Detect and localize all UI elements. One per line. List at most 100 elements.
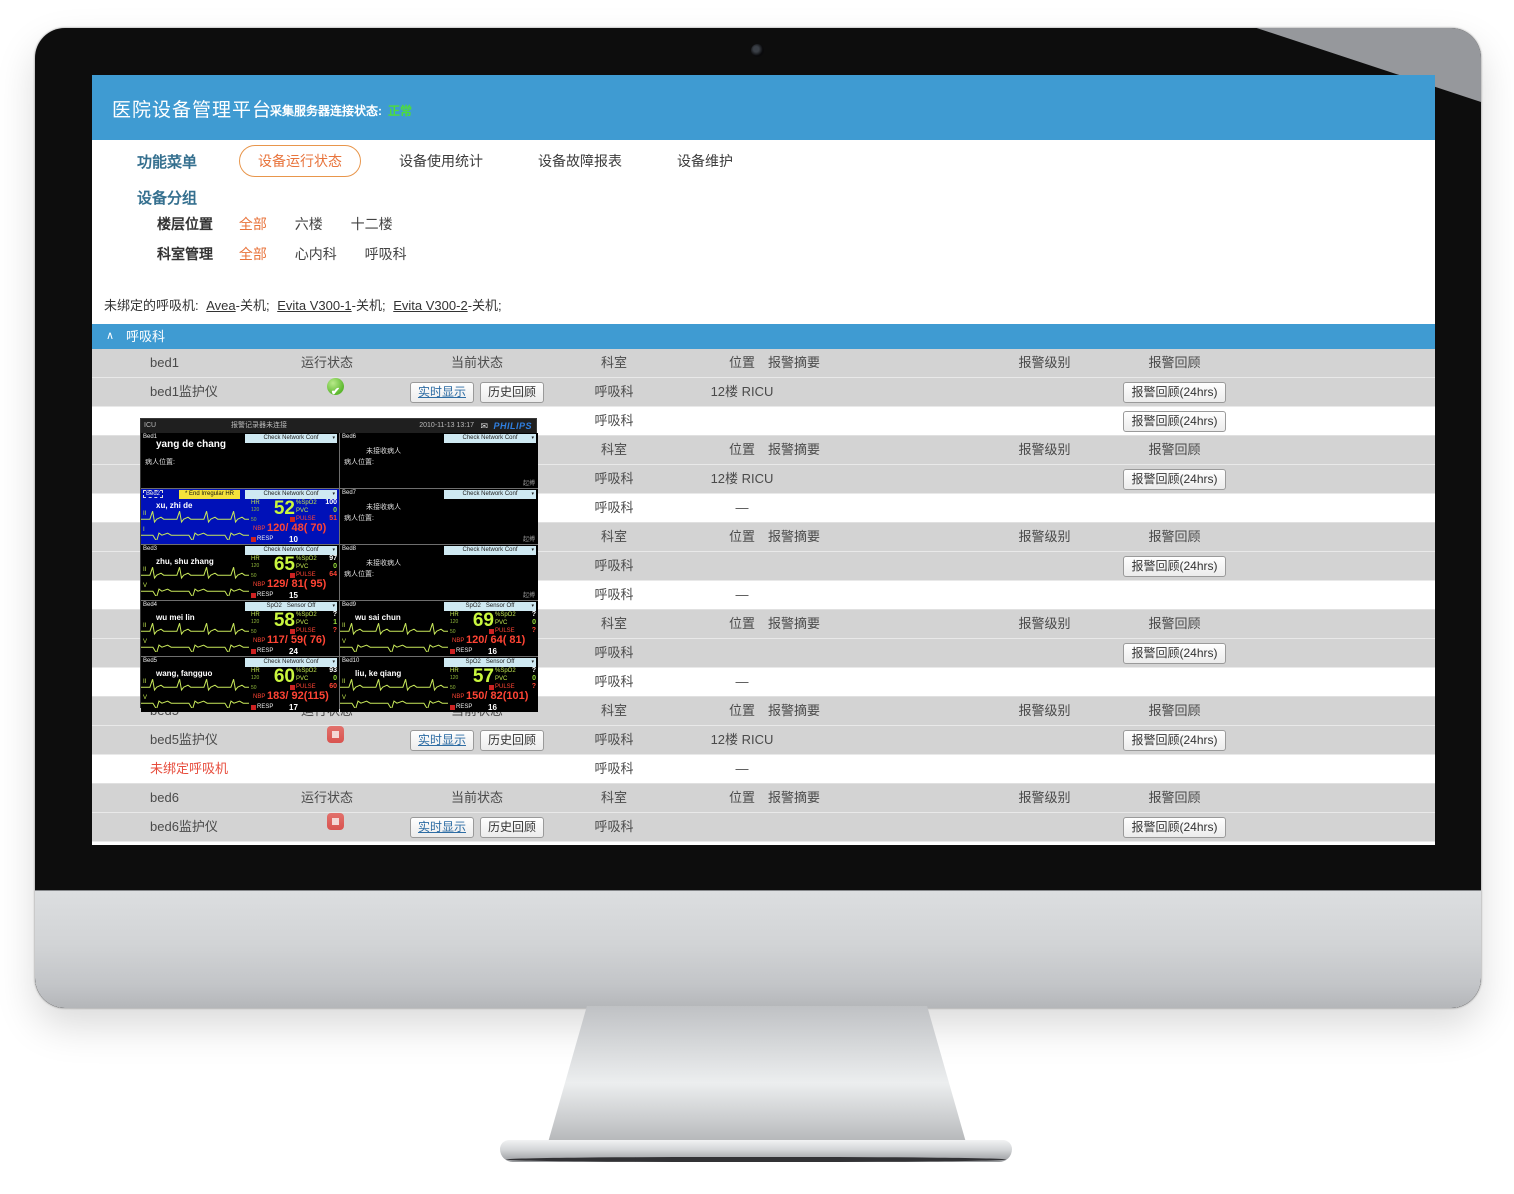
network-conf-dropdown[interactable]: Check Network Conf ▾ xyxy=(245,434,337,443)
floor-filter-6f[interactable]: 六楼 xyxy=(294,216,323,232)
tab-device-usage-stats[interactable]: 设备使用统计 xyxy=(399,153,484,169)
vital-value: ? xyxy=(531,611,536,618)
patient-name: wu sai chun xyxy=(355,613,401,622)
hr-label: HR xyxy=(450,668,459,674)
hr-low-limit: 50 xyxy=(450,629,456,635)
hr-low-limit: 50 xyxy=(251,573,257,579)
ecg-waveform xyxy=(141,644,249,652)
table-row: 未绑定呼吸机 呼吸科 — xyxy=(92,755,1435,784)
tab-device-maintenance[interactable]: 设备维护 xyxy=(677,153,734,169)
lead-label: II xyxy=(143,679,147,685)
lead-label: II xyxy=(143,511,147,517)
realtime-button[interactable]: 实时显示 xyxy=(409,382,474,403)
webcam-dot xyxy=(751,44,764,57)
column-header: 报警级别 xyxy=(1018,442,1071,457)
hr-label: HR xyxy=(251,500,260,506)
alarm-off-icon xyxy=(489,685,494,690)
dept-cell: 呼吸科 xyxy=(594,732,634,747)
realtime-button[interactable]: 实时显示 xyxy=(409,730,474,751)
resp-label: RESP xyxy=(456,648,473,654)
hr-value: 65 xyxy=(273,554,295,575)
vital-label: PVC xyxy=(296,676,309,682)
hr-high-limit: 120 xyxy=(251,507,260,513)
history-button[interactable]: 历史回顾 xyxy=(480,817,545,838)
review-cell: 报警回顾(24hrs) xyxy=(1092,813,1257,841)
alarm-review-button[interactable]: 报警回顾(24hrs) xyxy=(1123,411,1226,432)
network-conf-dropdown[interactable]: Check Network Conf ▾ xyxy=(245,490,337,499)
vital-value: ? xyxy=(531,627,536,634)
hr-low-limit: 50 xyxy=(450,685,456,691)
vital-value: ? xyxy=(332,611,337,618)
history-button[interactable]: 历史回顾 xyxy=(480,730,545,751)
column-header: 科室 xyxy=(600,616,627,631)
alarm-review-button[interactable]: 报警回顾(24hrs) xyxy=(1123,730,1226,751)
network-conf-dropdown[interactable]: Check Network Conf ▾ xyxy=(245,546,337,555)
vital-value: 0 xyxy=(532,619,536,626)
unbound-suffix: -关机; xyxy=(235,298,270,313)
alarm-review-button[interactable]: 报警回顾(24hrs) xyxy=(1123,817,1226,838)
dept-filter-respiratory[interactable]: 呼吸科 xyxy=(364,246,407,262)
lead-label: V xyxy=(143,639,148,645)
ventilator-link-avea[interactable]: Avea xyxy=(206,298,236,313)
hr-low-limit: 50 xyxy=(251,629,257,635)
monitor-bed-panel: Bed5 Check Network Conf ▾ wang, fangguo II V H… xyxy=(141,657,339,712)
section-respiratory-header[interactable]: ∧ 呼吸科 xyxy=(92,324,1435,349)
network-conf-dropdown[interactable]: Check Network Conf ▾ xyxy=(444,546,536,555)
monitor-topbar: ICU 报警记录器未连接 2010-11-13 13:17 ✉ PHILIPS xyxy=(141,419,536,433)
location-cell: — xyxy=(735,674,749,689)
hr-label: HR xyxy=(251,612,260,618)
hr-high-limit: 120 xyxy=(450,619,459,625)
ventilator-link-evita1[interactable]: Evita V300-1 xyxy=(277,298,352,313)
no-patient-label: 未接收病人 xyxy=(366,560,401,567)
vital-label: %SpO2 xyxy=(296,668,317,674)
status-stopped-icon xyxy=(327,813,344,830)
floor-filter-all[interactable]: 全部 xyxy=(238,216,267,232)
alarm-off-icon xyxy=(450,705,455,710)
alarm-review-button[interactable]: 报警回顾(24hrs) xyxy=(1123,469,1226,490)
hr-label: HR xyxy=(251,556,260,562)
patient-location-label: 病人位置: xyxy=(344,571,374,578)
hr-value: 60 xyxy=(273,666,295,687)
patient-name: wu mei lin xyxy=(156,613,195,622)
lead-label: V xyxy=(143,695,148,701)
review-cell: 报警回顾(24hrs) xyxy=(1092,465,1257,493)
pulse-label: PULSE xyxy=(296,628,316,634)
dept-filter-cardiology[interactable]: 心内科 xyxy=(294,246,337,262)
bed-id-label: Bed3 xyxy=(143,546,158,552)
column-header: 报警摘要 xyxy=(768,355,821,370)
alarm-review-button[interactable]: 报警回顾(24hrs) xyxy=(1123,556,1226,577)
tab-device-running-status[interactable]: 设备运行状态 xyxy=(239,145,362,177)
network-conf-dropdown[interactable]: SpO2 Sensor Off ▾ xyxy=(444,602,536,611)
tab-device-fault-report[interactable]: 设备故障报表 xyxy=(538,153,623,169)
panel-header: Bed2 * End Irregular HR Check Network Conf… xyxy=(141,489,339,500)
lead-label: II xyxy=(143,623,147,629)
network-conf-dropdown[interactable]: Check Network Conf ▾ xyxy=(444,490,536,499)
ecg-waveform xyxy=(141,511,249,524)
network-conf-dropdown[interactable]: Check Network Conf ▾ xyxy=(245,658,337,667)
column-header: 报警级别 xyxy=(1018,529,1071,544)
hr-value: 57 xyxy=(472,666,494,687)
unbound-prefix: 未绑定的呼吸机: xyxy=(104,298,199,313)
history-button[interactable]: 历史回顾 xyxy=(480,382,545,403)
network-conf-dropdown[interactable]: Check Network Conf ▾ xyxy=(444,434,536,443)
column-header: 报警级别 xyxy=(1018,703,1071,718)
column-header: 报警级别 xyxy=(1018,790,1071,805)
pulse-label: PULSE xyxy=(495,628,515,634)
current-status-cell: 实时显示 历史回顾 xyxy=(387,813,567,841)
dept-filter-all[interactable]: 全部 xyxy=(238,246,267,262)
vital-value: ? xyxy=(332,627,337,634)
network-conf-dropdown[interactable]: SpO2 Sensor Off ▾ xyxy=(245,602,337,611)
location-cell: 12楼 RICU xyxy=(710,471,774,486)
realtime-button[interactable]: 实时显示 xyxy=(409,817,474,838)
imac-stand-neck xyxy=(547,1006,967,1146)
alarm-review-button[interactable]: 报警回顾(24hrs) xyxy=(1123,382,1226,403)
nbp-value: 150/ 82(101) xyxy=(466,690,529,702)
bed-id-label: Bed5 xyxy=(143,658,158,664)
current-status-cell: 实时显示 历史回顾 xyxy=(387,726,567,754)
alarm-review-button[interactable]: 报警回顾(24hrs) xyxy=(1123,643,1226,664)
ventilator-link-evita2[interactable]: Evita V300-2 xyxy=(393,298,468,313)
status-stopped-icon xyxy=(327,726,344,743)
bed-id-label: Bed4 xyxy=(143,602,158,608)
floor-filter-12f[interactable]: 十二楼 xyxy=(350,216,393,232)
network-conf-dropdown[interactable]: SpO2 Sensor Off ▾ xyxy=(444,658,536,667)
